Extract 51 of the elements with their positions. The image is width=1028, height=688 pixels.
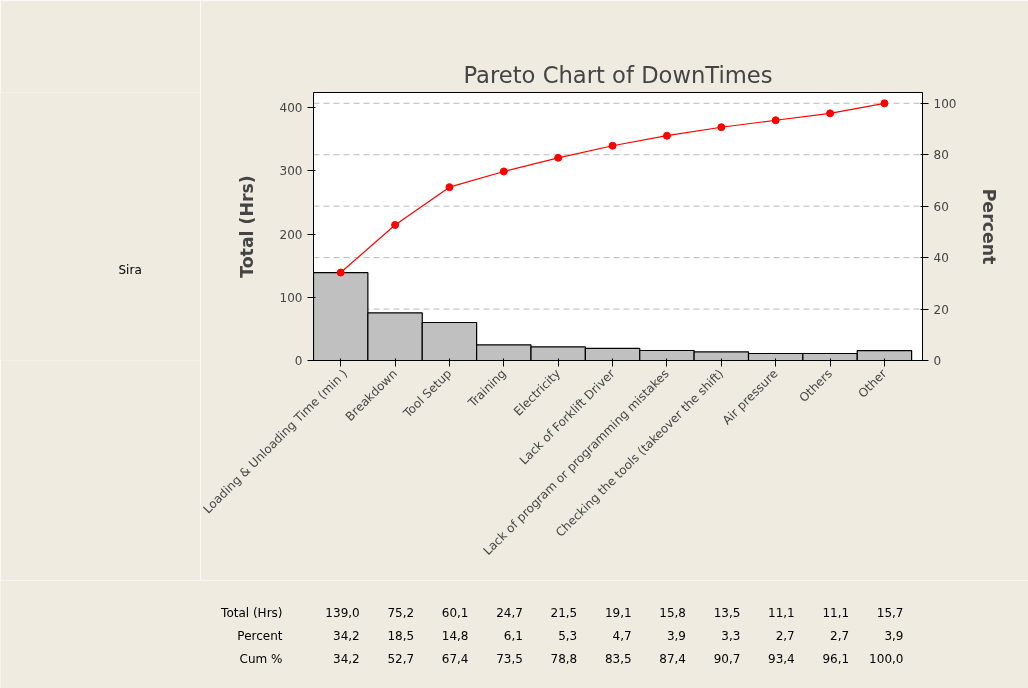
y-tick-label: 100 [279,290,303,305]
data-label: 100,0 [869,652,904,666]
text: 18,5 [387,629,415,643]
text: 2,7 [830,629,850,643]
y2-tick-label: 40 [933,251,949,266]
data-label: 93,4 [768,652,795,666]
data-label: 67,4 [441,652,469,666]
y-axis-title: Total (Hrs) [236,175,257,278]
data-label: 139,0 [325,606,360,620]
text: 14,8 [441,629,469,643]
text: 34,2 [333,629,360,643]
y2-tick-label: 100 [933,96,957,111]
data-label: 83,5 [604,652,632,666]
y2-tick-label: 20 [933,302,949,317]
data-label: 11,1 [822,606,850,620]
data-label: 19,1 [604,606,632,620]
text: Cum % [239,651,283,666]
text: Total (Hrs) [220,605,283,620]
chart-title: Pareto Chart of DownTimes [463,61,773,88]
y-tick-label: 300 [279,164,303,179]
data-label: 52,7 [387,652,415,666]
data-label: 90,7 [713,652,741,666]
data-label: 24,7 [496,606,523,620]
y2-tick-label: 80 [933,148,949,163]
data-label: 11,1 [768,606,795,620]
y-tick-label: 0 [294,354,303,368]
text: 3,3 [721,629,741,643]
data-label: 15,8 [659,606,686,620]
text: 2,7 [775,629,795,643]
data-label: 96,1 [822,652,850,666]
data-label: 78,8 [550,652,578,666]
data-label: 87,4 [659,652,686,666]
data-label: 75,2 [387,606,415,620]
y-tick-label: 400 [279,101,303,116]
data-label: 34,2 [333,652,360,666]
text: 3,9 [884,629,904,643]
y2-tick-label: 60 [933,199,949,214]
y-tick-label: 200 [279,227,303,242]
y2-axis-title: Percent [979,188,1000,265]
data-label: 21,5 [550,606,578,620]
y2-tick-label: 0 [933,354,942,368]
data-label: 13,5 [713,606,741,620]
data-label: 73,5 [496,652,523,666]
text: Percent [237,628,283,643]
text: Sira [118,263,142,278]
data-label: 60,1 [441,606,469,620]
text: 4,7 [612,629,632,643]
text: 3,9 [666,629,686,643]
text: 5,3 [558,629,578,643]
text: 6,1 [503,629,523,643]
data-label: 15,7 [876,606,904,620]
